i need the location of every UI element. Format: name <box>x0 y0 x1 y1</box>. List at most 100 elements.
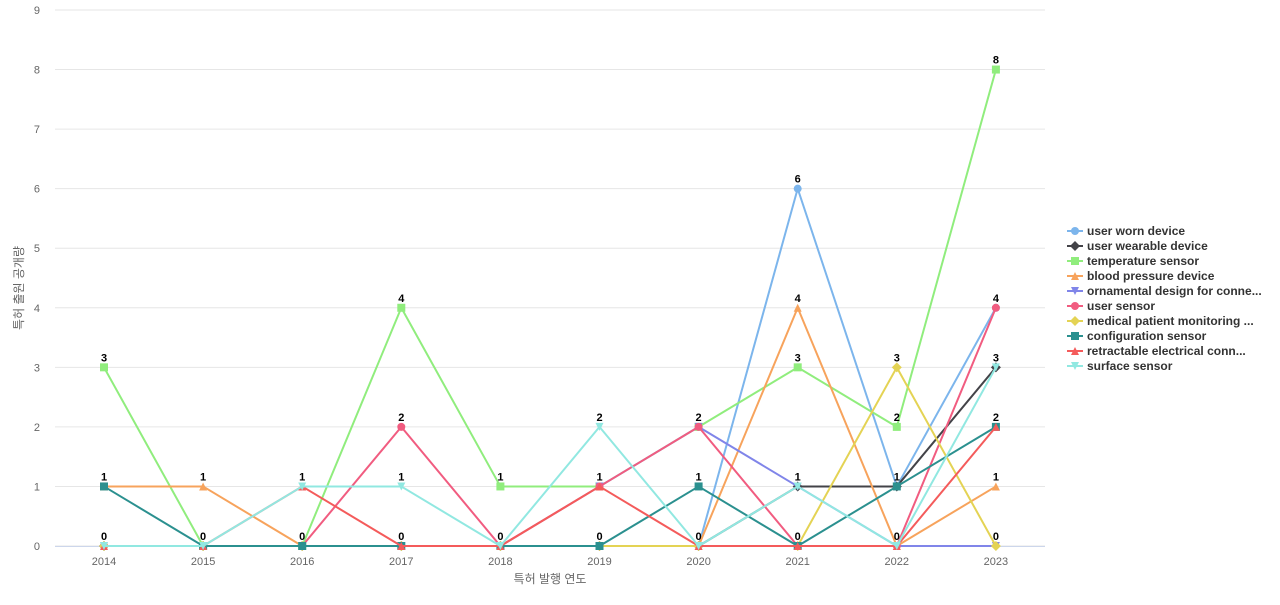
legend-marker <box>1071 302 1079 310</box>
y-tick-label: 1 <box>34 481 40 493</box>
x-axis-title: 특허 발행 연도 <box>514 571 587 586</box>
x-tick-label: 2021 <box>785 556 809 568</box>
legend-item[interactable]: user worn device <box>1067 224 1185 238</box>
x-tick-label: 2017 <box>389 556 413 568</box>
series-line <box>104 366 997 547</box>
data-label: 4 <box>993 293 1000 305</box>
legend-marker <box>1071 257 1079 265</box>
legend-item[interactable]: temperature sensor <box>1067 254 1199 268</box>
legend-label: configuration sensor <box>1087 329 1207 343</box>
x-tick-label: 2020 <box>686 556 710 568</box>
y-tick-label: 0 <box>34 541 40 553</box>
x-tick-label: 2015 <box>191 556 215 568</box>
legend-marker <box>1070 316 1080 326</box>
x-axis-ticks: 2014 2015 2016 2017 2018 2019 2020 2021 2022 2023 <box>92 556 1008 568</box>
x-tick-label: 2023 <box>984 556 1008 568</box>
data-label: 0 <box>200 531 206 543</box>
series-line <box>104 366 997 547</box>
y-tick-label: 8 <box>34 65 40 77</box>
y-tick-label: 6 <box>34 184 40 196</box>
legend-label: blood pressure device <box>1087 269 1215 283</box>
y-tick-label: 3 <box>34 362 40 374</box>
legend-label: retractable electrical conn... <box>1087 344 1246 358</box>
data-label: 0 <box>993 531 999 543</box>
data-label: 4 <box>398 293 405 305</box>
data-label: 1 <box>101 471 107 483</box>
data-point <box>100 363 108 372</box>
legend-label: surface sensor <box>1087 359 1173 373</box>
data-label: 3 <box>894 352 900 364</box>
data-point <box>694 482 703 491</box>
legend-item[interactable]: retractable electrical conn... <box>1067 344 1246 358</box>
data-point <box>496 542 505 550</box>
x-tick-label: 2014 <box>92 556 116 568</box>
data-point <box>793 363 802 372</box>
legend-label: user sensor <box>1087 299 1155 313</box>
x-tick-label: 2022 <box>885 556 909 568</box>
data-label: 1 <box>398 471 404 483</box>
y-tick-label: 5 <box>34 243 40 255</box>
data-point <box>991 363 1000 372</box>
data-point <box>991 65 1000 74</box>
legend-marker <box>1071 332 1079 340</box>
data-point <box>298 482 307 491</box>
data-label: 1 <box>696 471 702 483</box>
data-point <box>793 303 802 312</box>
data-label: 1 <box>299 471 305 483</box>
legend-label: user worn device <box>1087 224 1185 238</box>
y-tick-label: 7 <box>34 124 40 136</box>
data-point <box>892 422 901 431</box>
legend-item[interactable]: configuration sensor <box>1067 329 1207 343</box>
data-label: 2 <box>398 412 404 424</box>
y-tick-label: 2 <box>34 422 40 434</box>
data-point <box>100 482 108 491</box>
data-label: 0 <box>497 531 503 543</box>
data-label: 2 <box>993 412 999 424</box>
data-label: 1 <box>497 471 503 483</box>
legend-item[interactable]: user wearable device <box>1067 239 1208 253</box>
legend-label: medical patient monitoring ... <box>1087 314 1254 328</box>
legend-item[interactable]: medical patient monitoring ... <box>1067 314 1254 328</box>
data-point <box>199 482 208 491</box>
data-point <box>793 184 802 193</box>
data-label: 2 <box>696 412 702 424</box>
series-group <box>99 65 1001 551</box>
data-point <box>991 482 1000 491</box>
data-point <box>397 422 406 431</box>
data-label: 3 <box>993 352 999 364</box>
data-point <box>199 542 208 550</box>
data-label: 1 <box>200 471 206 483</box>
legend-marker <box>1071 347 1079 355</box>
data-label: 0 <box>398 531 404 543</box>
data-label: 3 <box>795 352 801 364</box>
data-label: 0 <box>596 531 602 543</box>
data-point <box>595 482 604 491</box>
y-axis-ticks: 0 1 2 3 4 5 6 7 8 9 <box>34 5 40 553</box>
data-label: 0 <box>696 531 702 543</box>
series-9 <box>100 363 1000 550</box>
data-point <box>694 542 703 550</box>
data-point <box>595 422 604 431</box>
legend-marker <box>1071 272 1079 280</box>
y-tick-label: 4 <box>34 303 40 315</box>
y-tick-label: 9 <box>34 5 40 17</box>
data-point <box>892 482 901 491</box>
legend-label: user wearable device <box>1087 239 1208 253</box>
data-point <box>595 542 604 550</box>
data-label: 1 <box>894 471 900 483</box>
legend-item[interactable]: user sensor <box>1067 299 1155 313</box>
data-label: 2 <box>894 412 900 424</box>
legend-item[interactable]: ornamental design for conne... <box>1067 284 1262 298</box>
legend-item[interactable]: surface sensor <box>1067 359 1173 373</box>
y-axis-title: 특허 출원 공개량 <box>12 246 26 330</box>
legend-marker <box>1071 287 1079 295</box>
data-label: 1 <box>596 471 602 483</box>
data-point <box>397 303 406 312</box>
data-point <box>100 542 108 550</box>
legend-marker <box>1070 241 1080 251</box>
data-label: 0 <box>101 531 107 543</box>
data-point <box>991 422 1000 431</box>
legend-item[interactable]: blood pressure device <box>1067 269 1215 283</box>
